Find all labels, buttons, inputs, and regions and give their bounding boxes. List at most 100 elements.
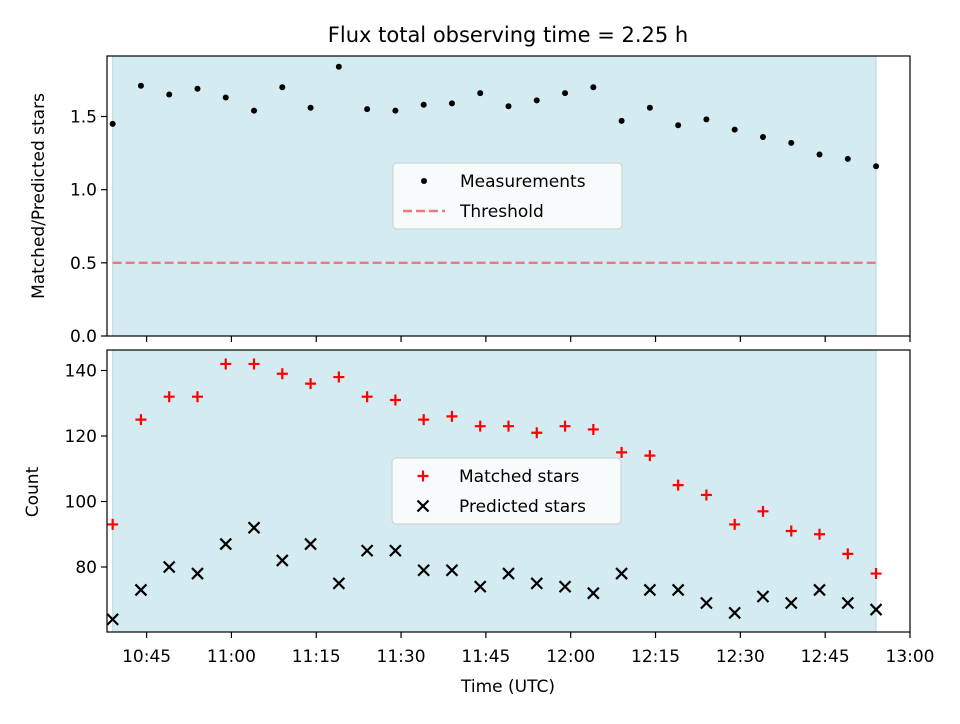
series-predicted-stars: [106, 521, 883, 626]
y-tick-label: 140: [65, 362, 97, 382]
predicted-star-point: [643, 583, 657, 597]
predicted-star-point: [615, 567, 628, 580]
measurement-point: [166, 91, 173, 98]
predicted-star-point: [389, 544, 402, 557]
y-tick-label: 80: [75, 558, 97, 578]
predicted-star-point: [869, 603, 883, 616]
measurement-point: [364, 106, 371, 113]
matched-star-point: [757, 505, 769, 517]
plot-layer: 0.0 0.5 1.0 1.5 Measurements Threshold 80 100 12…: [65, 55, 935, 667]
series-measurements: [109, 63, 880, 170]
matched-star-point: [107, 518, 119, 530]
x-axis-label: Time (UTC): [460, 677, 555, 697]
measurement-point: [194, 85, 201, 92]
x-tick-label: 12:30: [716, 647, 765, 667]
legend-label: Measurements: [460, 172, 586, 192]
y-tick-label: 1.0: [70, 181, 97, 201]
matched-star-point: [418, 414, 430, 426]
predicted-star-point: [134, 583, 148, 597]
y-tick-label: 100: [65, 493, 97, 513]
x-tick-label: 10:45: [122, 647, 171, 667]
predicted-star-point: [162, 560, 176, 574]
axes-frame: [106, 349, 911, 633]
predicted-star-point: [276, 554, 289, 567]
measurement-point: [222, 94, 229, 101]
measurement-point: [731, 126, 738, 133]
panel-count: 80 100 120 140 10:45 11:00 11:15 11:30 11:45 12:0…: [65, 349, 935, 667]
predicted-star-point: [671, 583, 685, 597]
matched-star-point: [672, 479, 684, 491]
measurement-point: [618, 117, 625, 124]
predicted-star-point: [587, 586, 600, 600]
measurement-point: [137, 82, 144, 89]
legend: Measurements Threshold: [392, 162, 623, 230]
series-matched-stars: [107, 358, 882, 580]
matched-star-point: [559, 420, 571, 432]
predicted-star-point: [360, 544, 374, 557]
y-tick-label: 0.5: [70, 254, 97, 274]
x-tick-label: 11:00: [207, 647, 256, 667]
legend-box: [391, 457, 622, 525]
matched-star-point: [248, 358, 260, 370]
matched-star-point: [163, 391, 175, 403]
matched-star-point: [389, 394, 401, 406]
measurement-point: [675, 122, 682, 129]
chart-title: Flux total observing time = 2.25 h: [328, 23, 688, 47]
measurement-point: [109, 120, 116, 127]
measurement-point: [335, 63, 342, 70]
measurement-point: [590, 84, 597, 91]
y-axis-label-top: Matched/Predicted stars: [29, 93, 49, 299]
predicted-star-point: [813, 583, 826, 597]
x-tick-label: 11:45: [461, 647, 510, 667]
measurement-point: [420, 101, 427, 108]
measurement-point: [873, 163, 880, 170]
predicted-star-point: [841, 596, 855, 610]
x-tick-label: 13:00: [886, 647, 935, 667]
predicted-star-point: [728, 606, 741, 620]
y-tick-label: 0.0: [70, 327, 97, 347]
legend-label: Matched stars: [459, 467, 579, 487]
predicted-star-point: [247, 521, 261, 534]
x-tick-label: 11:30: [377, 647, 426, 667]
matched-star-point: [135, 414, 147, 426]
matched-star-point: [446, 410, 458, 422]
legend-label: Predicted stars: [459, 497, 586, 517]
matched-star-point: [616, 446, 628, 458]
axes-frame: [106, 55, 911, 337]
predicted-star-point: [191, 567, 204, 580]
measurement-point: [505, 103, 512, 110]
measurement-point: [392, 107, 399, 114]
matched-star-point: [474, 420, 486, 432]
predicted-star-point: [756, 590, 770, 603]
panel-ratio: 0.0 0.5 1.0 1.5 Measurements Threshold: [70, 55, 911, 347]
measurement-point: [533, 97, 540, 104]
x-tick-label: 12:15: [631, 647, 680, 667]
legend-predicted-swatch: [416, 499, 430, 513]
predicted-star-point: [304, 537, 317, 551]
matched-star-point: [276, 368, 288, 380]
predicted-star-point: [445, 563, 459, 577]
matched-star-point: [870, 568, 882, 580]
legend-matched-swatch: [417, 470, 429, 482]
predicted-star-point: [530, 577, 544, 590]
measurement-point: [844, 155, 851, 162]
measurement-point: [562, 90, 569, 97]
measurement-point: [816, 151, 823, 158]
matched-star-point: [842, 548, 854, 560]
matched-star-point: [700, 489, 712, 501]
matched-star-point: [785, 525, 797, 537]
matched-star-point: [531, 427, 543, 439]
matched-star-point: [503, 420, 514, 432]
predicted-star-point: [219, 537, 233, 551]
measurement-point: [448, 100, 455, 107]
legend-measurement-swatch: [421, 178, 427, 184]
x-tick-label: 12:00: [546, 647, 595, 667]
matched-star-point: [729, 518, 741, 530]
legend-label: Threshold: [459, 202, 544, 222]
matched-star-point: [191, 391, 203, 403]
predicted-star-point: [700, 596, 713, 610]
measurement-point: [703, 116, 710, 123]
legend: Matched stars Predicted stars: [391, 457, 622, 525]
predicted-star-point: [332, 577, 346, 590]
